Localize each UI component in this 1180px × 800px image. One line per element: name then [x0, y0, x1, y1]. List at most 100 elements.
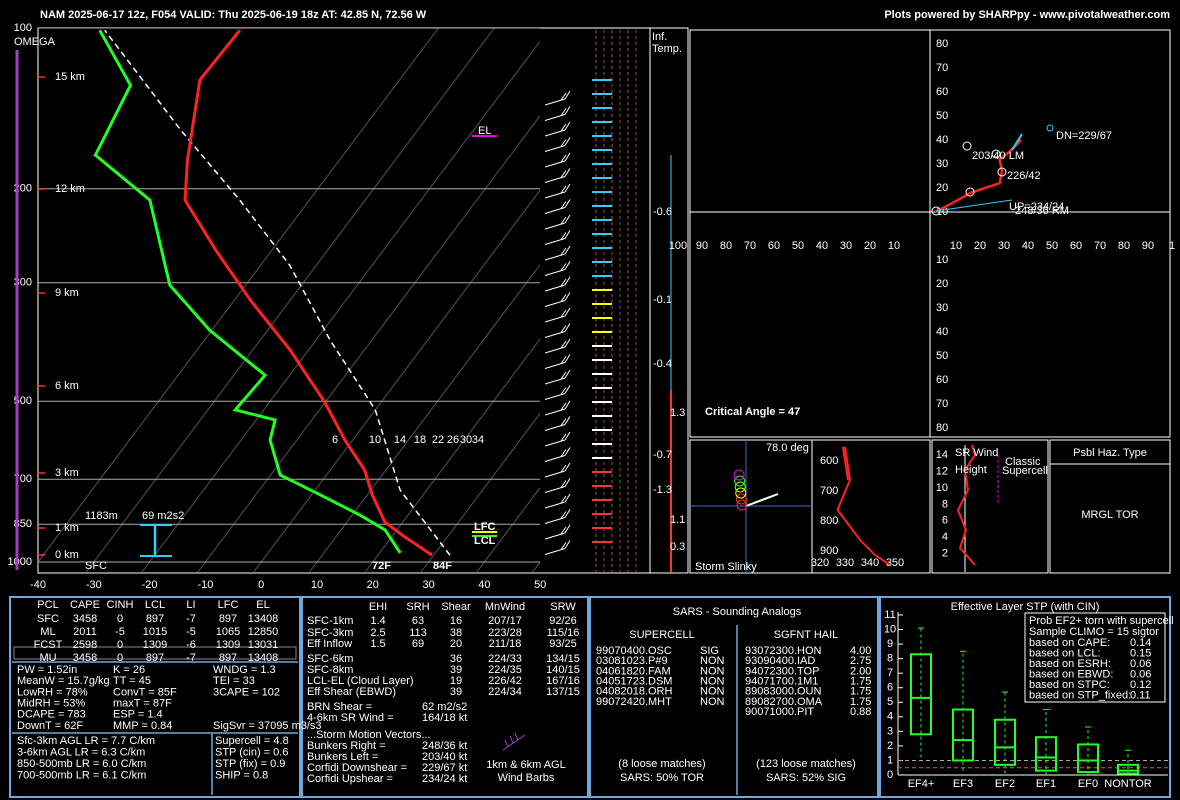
sars-hail-row: 2.75	[850, 655, 871, 667]
hodo-tick: 10	[888, 240, 900, 252]
height-label: 9 km	[55, 287, 79, 299]
y-tick-label: 100	[14, 22, 32, 34]
thetae-ytick: 700	[820, 485, 838, 497]
thermo-header: CINH	[107, 599, 134, 611]
el-label: EL	[478, 125, 491, 137]
kinematics-cell: 2.5	[370, 627, 385, 639]
stp-legend-label: based on EBWD:	[1029, 668, 1113, 680]
wind-barb	[544, 323, 571, 338]
stp-ytick: 0	[887, 769, 893, 781]
thermo-header: LI	[186, 599, 195, 611]
hodo-tick: 70	[1094, 240, 1106, 252]
index-value: MidRH = 53%	[17, 698, 85, 710]
stp-ytick: 1	[887, 754, 893, 766]
kinematics-cell: 63	[412, 615, 424, 627]
wind-barb	[544, 276, 571, 292]
slinky-angle: 78.0 deg	[766, 442, 809, 454]
hodo-tick: 50	[936, 110, 948, 122]
inf-temp-value: 1.3	[670, 407, 685, 419]
stp-category: EF1	[1036, 778, 1056, 790]
stp-legend	[1024, 612, 1166, 703]
srwind-title: SR Wind	[955, 447, 998, 459]
stp-ytick: 6	[887, 682, 893, 694]
slinky-ring	[735, 487, 747, 499]
x-tick-label: -20	[142, 579, 158, 591]
thermo-cell: 897	[146, 652, 164, 664]
wind-barb	[544, 106, 571, 121]
wind-barb	[544, 431, 571, 447]
kinematics-extra: 164/18 kt	[422, 712, 467, 724]
storm-motion-label: Corfidi Downshear =	[307, 762, 407, 774]
index-value: MeanW = 15.7g/kg	[17, 675, 110, 687]
stp-ytick: 2	[887, 740, 893, 752]
panel-frame	[931, 439, 1049, 574]
mixing-ratio-label: 34	[472, 434, 484, 446]
hodo-tick: 1	[1169, 240, 1175, 252]
hazard-value: MRGL TOR	[1081, 509, 1138, 521]
thetae-ytick: 800	[820, 515, 838, 527]
critical-angle: Critical Angle = 47	[705, 406, 800, 418]
mixing-ratio-label: 14	[394, 434, 406, 446]
wind-barb	[544, 214, 571, 230]
thermo-cell: 897	[219, 652, 237, 664]
stp-legend-label: based on STP_fixed:	[1029, 689, 1131, 701]
index-value: ESP = 1.4	[113, 709, 163, 721]
wind-barb	[544, 524, 571, 540]
sars-supercell-row: NON	[700, 676, 725, 688]
thermo-cell: SFC	[37, 613, 59, 625]
kinematics-header: SRH	[406, 601, 429, 613]
stp-legend-value: 0.15	[1130, 647, 1151, 659]
hodo-tick: 90	[696, 240, 708, 252]
thermo-cell: -7	[186, 613, 196, 625]
inf-temp-title: Inf.	[652, 31, 667, 43]
wind-barb	[544, 354, 571, 369]
hodo-tick: 40	[816, 240, 828, 252]
mixing-ratio-label: 6	[332, 434, 338, 446]
hodo-tick: 30	[936, 302, 948, 314]
index-value: TEI = 33	[213, 675, 255, 687]
eff-height: 1183m	[85, 510, 118, 522]
box	[1117, 763, 1139, 775]
thermo-header: LCL	[145, 599, 165, 611]
x-tick-label: 0	[258, 579, 264, 591]
kinematics-cell: 137/15	[546, 686, 580, 698]
thetae-xtick: 350	[886, 557, 904, 569]
x-tick-label: -40	[30, 579, 46, 591]
sfc-temp: 84F	[433, 560, 452, 572]
stp-ytick: 7	[887, 667, 893, 679]
kinematics-cell: SFC-1km	[307, 615, 353, 627]
hodo-tick: 100	[669, 240, 687, 252]
sars-supercell-title: SUPERCELL	[629, 629, 694, 641]
x-tick-label: -10	[197, 579, 213, 591]
x-tick-label: -30	[86, 579, 102, 591]
stp-legend-label: based on CAPE:	[1029, 637, 1110, 649]
sars-hail-row: 0.88	[850, 706, 871, 718]
sars-hail-row: 93072300.HON	[745, 645, 821, 657]
x-tick-label: 40	[478, 579, 490, 591]
wind-barb	[544, 90, 571, 106]
wind-barb	[544, 385, 571, 400]
thermo-cell: 13408	[248, 652, 279, 664]
wind-barb	[544, 137, 571, 152]
mixing-ratio-label: 26	[447, 434, 459, 446]
isotherm	[38, 28, 439, 563]
kinematics-cell: 223/28	[488, 627, 522, 639]
kinematics-cell: 93/25	[549, 638, 577, 650]
hodo-tick: 10	[950, 240, 962, 252]
index-value: DownT = 62F	[17, 720, 83, 732]
kinematics-cell: SFC-6km	[307, 653, 353, 665]
inf-temp-value: -0.7	[653, 449, 672, 461]
kinematics-cell: 39	[450, 686, 462, 698]
sigsvr: SigSvr = 37095 m3/s3	[213, 720, 322, 732]
thermo-header: LFC	[218, 599, 239, 611]
sars-supercell-row: NON	[700, 686, 725, 698]
sars-hail-row: 1.75	[850, 676, 871, 688]
kinematics-cell: 92/26	[549, 615, 577, 627]
stp-ytick: 4	[887, 711, 893, 723]
sars-supercell-row: 04061820.FAM	[596, 665, 671, 677]
thermo-cell: 2011	[73, 626, 97, 638]
lapse-rate: 3-6km AGL LR = 6.3 C/km	[17, 746, 145, 758]
kinematics-extra: 4-6km SR Wind =	[307, 712, 394, 724]
kinematics-cell: 134/15	[546, 653, 580, 665]
sars-footer: SARS: 50% TOR	[620, 772, 704, 784]
